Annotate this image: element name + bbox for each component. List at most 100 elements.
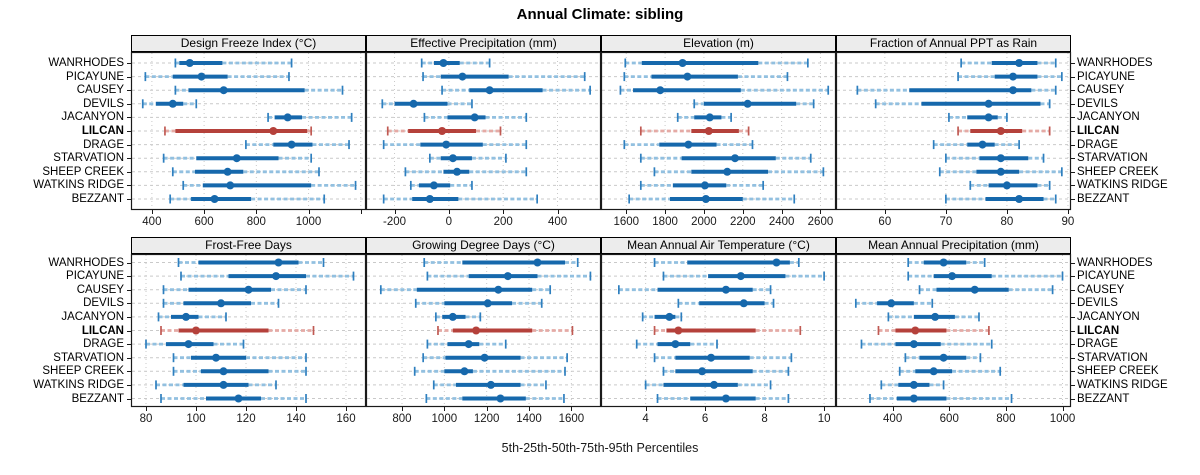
median-dot (683, 72, 692, 81)
median-dot (409, 99, 418, 108)
percentile-row-jacanyon (948, 112, 1008, 122)
percentile-row-picayune (144, 72, 290, 82)
y-tick-left (127, 262, 131, 264)
x-tick (401, 407, 403, 411)
median-dot (939, 258, 948, 267)
panel-mean-annual-precipitation-mm (835, 253, 1072, 408)
percentile-row-drage (635, 339, 718, 349)
percentile-row-devils (162, 298, 280, 308)
median-dot (425, 195, 434, 203)
percentile-row-picayune (180, 271, 355, 281)
percentile-row-devils (854, 298, 934, 308)
median-dot (486, 380, 495, 389)
x-tick (529, 407, 531, 411)
percentile-row-causey (619, 85, 830, 95)
median-dot (244, 285, 253, 294)
percentile-row-starvation (904, 353, 982, 363)
site-label-left-picayune: PICAYUNE (66, 270, 124, 283)
x-tick-label: 2400 (768, 216, 795, 228)
percentile-row-watkins-ridge (432, 380, 547, 390)
site-label-right-watkins-ridge: WATKINS RIDGE (1077, 179, 1168, 192)
panel-design-freeze-index-c (130, 51, 367, 211)
median-dot (448, 154, 457, 163)
panel-border (835, 253, 1072, 408)
panel-strip-fraction-of-annual-ppt-as-rain: Fraction of Annual PPT as Rain (836, 35, 1071, 52)
median-dot (678, 59, 687, 67)
median-dot (739, 299, 748, 308)
median-dot (996, 127, 1005, 135)
percentile-row-lilcan (639, 126, 750, 136)
percentile-row-watkins-ridge (639, 180, 765, 190)
x-tick-label: 90 (1061, 216, 1075, 228)
x-tick-label: 1400 (516, 413, 542, 425)
x-tick-label: 8 (761, 413, 768, 425)
panel-border (600, 253, 837, 408)
site-label-left-watkins-ridge: WATKINS RIDGE (33, 378, 124, 391)
percentile-row-drage (426, 339, 507, 349)
median-dot (707, 353, 716, 362)
site-label-right-sheep-creek: SHEEP CREEK (1077, 365, 1159, 378)
x-tick-label: 1000 (431, 413, 458, 425)
x-tick (296, 407, 297, 411)
percentile-row-watkins-ridge (644, 380, 772, 390)
percentile-row-starvation (653, 353, 793, 363)
percentile-row-sheep-creek (171, 167, 320, 177)
percentile-row-jacanyon (157, 312, 227, 322)
median-dot (184, 340, 193, 349)
site-label-right-lilcan: LILCAN (1077, 125, 1120, 137)
y-tick-left (127, 117, 131, 119)
median-dot (533, 258, 542, 267)
y-tick-right (1071, 398, 1075, 400)
percentile-row-wanrhodes (960, 58, 1057, 68)
x-tick-label: 600 (194, 216, 214, 228)
median-dot (996, 167, 1005, 176)
percentile-row-picayune (422, 72, 586, 82)
x-tick (781, 210, 783, 214)
median-dot (701, 195, 710, 203)
median-dot (272, 272, 280, 281)
panel-border (130, 51, 367, 211)
site-label-left-sheep-creek: SHEEP CREEK (42, 365, 124, 378)
site-label-left-lilcan: LILCAN (81, 125, 124, 137)
y-tick-left (127, 144, 131, 146)
x-tick-label: 10 (817, 413, 831, 425)
x-tick (703, 210, 705, 214)
x-tick (820, 210, 822, 214)
median-dot (705, 113, 714, 122)
median-dot (698, 367, 707, 376)
median-dot (970, 285, 979, 294)
y-tick-left (127, 371, 131, 373)
y-tick-left (127, 289, 131, 291)
percentile-row-starvation (428, 153, 507, 163)
x-tick-label: 4 (642, 413, 649, 425)
x-tick-label: 400 (547, 216, 568, 228)
percentile-row-drage (145, 339, 245, 349)
percentile-row-drage (860, 339, 993, 349)
x-tick-label: 160 (336, 413, 356, 425)
panel-border (365, 253, 602, 408)
x-tick (884, 210, 886, 214)
site-label-left-starvation: STARVATION (53, 152, 124, 165)
site-label-left-wanrhodes: WANRHODES (48, 57, 124, 69)
percentile-row-lilcan (437, 326, 574, 335)
percentile-row-wanrhodes (177, 258, 325, 267)
y-tick-left (127, 384, 131, 386)
x-tick (246, 407, 247, 411)
median-dot (168, 99, 177, 108)
median-dot (503, 272, 512, 281)
percentile-row-starvation (162, 153, 313, 163)
x-tick-label: 70 (939, 216, 953, 228)
y-tick-left (127, 357, 131, 359)
median-dot (219, 86, 228, 95)
x-tick-label: 800 (996, 413, 1016, 425)
y-tick-right (1071, 303, 1075, 305)
median-dot (494, 285, 503, 294)
percentile-row-sheep-creek (172, 366, 307, 376)
median-dot (470, 113, 479, 122)
panel-border (130, 253, 367, 408)
x-tick (557, 210, 559, 214)
percentile-row-drage (932, 140, 1020, 150)
percentile-row-bezzant (382, 194, 539, 204)
percentile-row-causey (379, 285, 552, 295)
site-label-right-drage: DRAGE (1077, 138, 1118, 151)
